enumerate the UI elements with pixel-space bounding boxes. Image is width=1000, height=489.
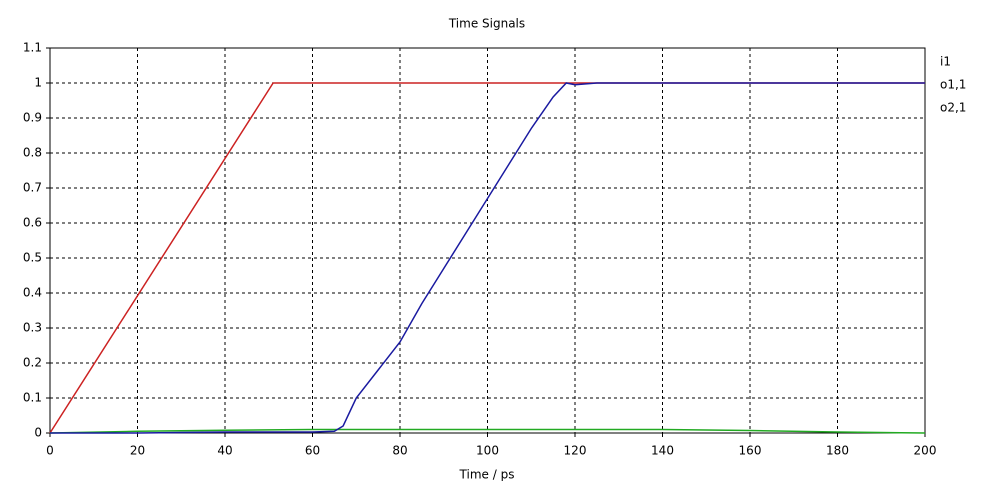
- series-line: [50, 82, 925, 434]
- x-tick-label: 100: [476, 444, 499, 458]
- y-tick-label: 0.8: [23, 146, 42, 160]
- x-tick-label: 160: [739, 444, 762, 458]
- legend-entry: o1,1: [940, 78, 966, 92]
- x-tick-label: 140: [651, 444, 674, 458]
- y-tick-label: 0: [34, 426, 42, 440]
- y-tick-label: 0.6: [23, 216, 42, 230]
- y-tick-label: 0.1: [23, 391, 42, 405]
- plot-frame: [49, 47, 926, 434]
- y-tick-label: 0.5: [23, 251, 42, 265]
- x-tick-label: 200: [914, 444, 937, 458]
- y-tick-label: 1.1: [23, 41, 42, 55]
- x-tick-label: 40: [217, 444, 232, 458]
- x-tick-label: 20: [130, 444, 145, 458]
- y-tick-label: 0.7: [23, 181, 42, 195]
- legend-entry: i1: [940, 55, 951, 69]
- x-tick-label: 80: [392, 444, 407, 458]
- x-tick-label: 120: [564, 444, 587, 458]
- x-axis-label: Time / ps: [459, 468, 515, 482]
- series-line: [49, 428, 926, 434]
- legend-entry: o2,1: [940, 101, 966, 115]
- x-tick-label: 0: [46, 444, 54, 458]
- chart-title: Time Signals: [448, 17, 525, 31]
- y-tick-label: 0.3: [23, 321, 42, 335]
- y-tick-label: 1: [34, 76, 42, 90]
- y-tick-label: 0.9: [23, 111, 42, 125]
- x-tick-label: 60: [305, 444, 320, 458]
- y-tick-label: 0.2: [23, 356, 42, 370]
- x-tick-label: 180: [826, 444, 849, 458]
- y-tick-label: 0.4: [23, 286, 42, 300]
